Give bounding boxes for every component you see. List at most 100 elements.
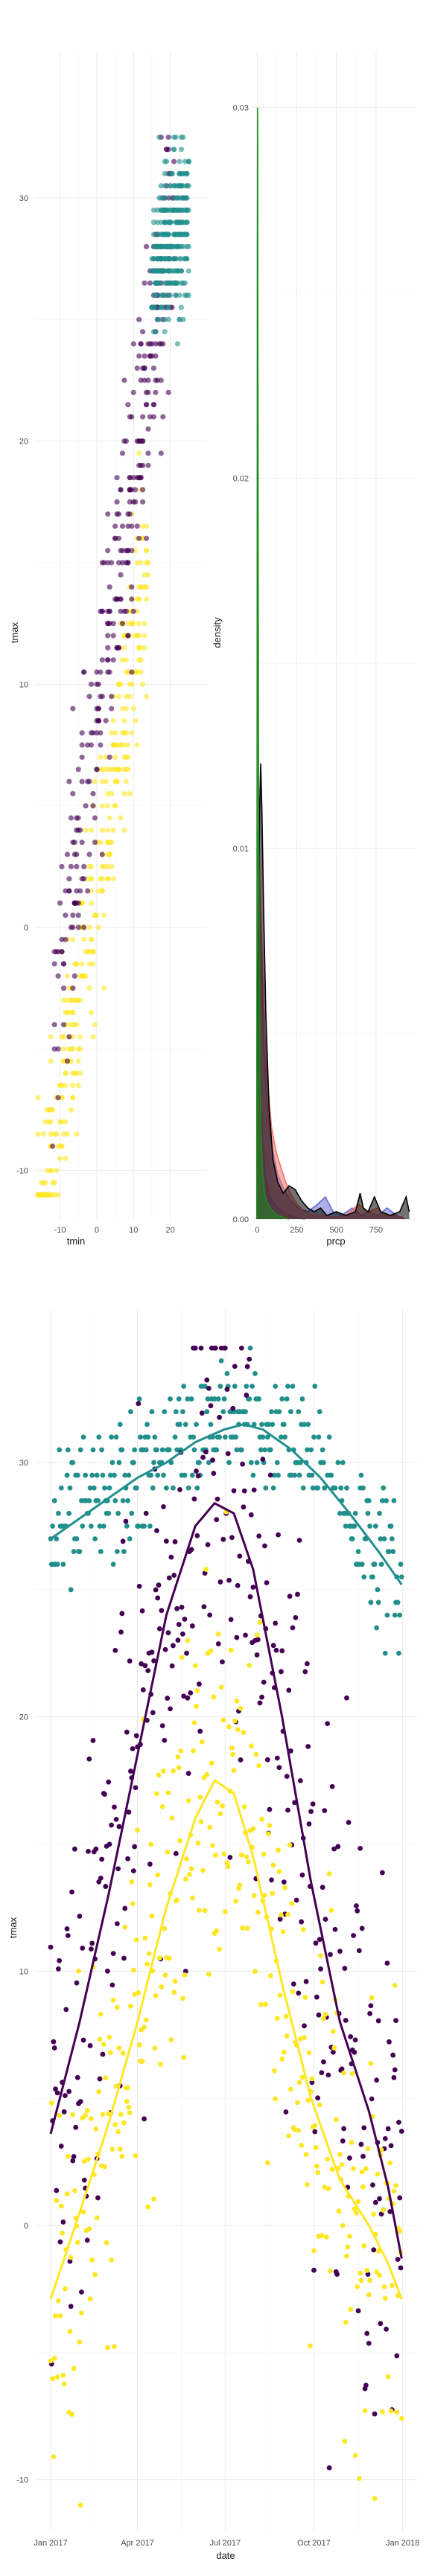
scatter-point: [63, 1156, 68, 1161]
scatter-point: [121, 2051, 126, 2056]
scatter-point: [189, 1547, 194, 1552]
scatter-point: [389, 2409, 394, 2414]
scatter-point: [177, 256, 182, 261]
scatter-point: [121, 767, 127, 772]
scatter-point: [350, 2071, 355, 2077]
scatter-point: [160, 293, 165, 298]
scatter-point: [134, 1733, 139, 1739]
scatter-point: [328, 1473, 334, 1478]
scatter-point: [184, 1651, 189, 1656]
scatter-point: [131, 706, 136, 711]
scatter-point: [360, 1925, 365, 1931]
scatter-point: [61, 1034, 66, 1039]
scatter-point: [122, 1925, 127, 1930]
scatter-point: [129, 1511, 134, 1516]
scatter-point: [232, 1384, 238, 1389]
scatter-point: [188, 1690, 193, 1696]
scatter-point: [121, 828, 127, 833]
scatter-point: [206, 1542, 211, 1547]
x-tick-label: 750: [369, 1226, 383, 1235]
scatter-point: [256, 1396, 261, 1402]
scatter-point: [108, 2050, 113, 2055]
scatter-point: [92, 1022, 98, 1027]
scatter-point: [180, 1996, 185, 2001]
scatter-point: [374, 2077, 379, 2083]
scatter-point: [142, 354, 147, 359]
scatter-point: [173, 208, 178, 213]
scatter-point: [131, 1460, 136, 1466]
scatter-point: [298, 1778, 303, 1783]
scatter-point: [360, 1562, 365, 1567]
scatter-point: [242, 1804, 247, 1809]
scatter-point: [130, 1901, 136, 1906]
scatter-point: [173, 293, 178, 298]
scatter-point: [106, 1780, 111, 1785]
scatter-point: [115, 2005, 120, 2010]
scatter-point: [142, 584, 147, 589]
scatter-point: [89, 1940, 95, 1946]
scatter-point: [65, 1010, 70, 1015]
scatter-point: [384, 1498, 389, 1503]
scatter-point: [77, 1034, 83, 1039]
scatter-point: [209, 1649, 214, 1654]
scatter-point: [177, 171, 182, 176]
scatter-point: [186, 268, 191, 273]
scatter-point: [390, 1536, 395, 1541]
scatter-point: [137, 2042, 142, 2048]
scatter-point: [220, 1537, 226, 1542]
scatter-point: [124, 1730, 130, 1735]
scatter-point: [135, 742, 140, 747]
y-tick-label: 0.03: [233, 104, 249, 113]
scatter-point: [394, 2410, 399, 2415]
scatter-point: [137, 1584, 142, 1589]
scatter-point: [371, 2212, 376, 2217]
scatter-point: [265, 2160, 270, 2165]
scatter-point: [70, 1070, 75, 1076]
scatter-point: [103, 2075, 108, 2080]
scatter-point: [153, 390, 158, 395]
scatter-point: [68, 1486, 73, 1491]
scatter-point: [139, 475, 144, 480]
scatter-point: [89, 1473, 95, 1478]
scatter-point: [162, 1738, 167, 1743]
scatter-point: [70, 937, 75, 942]
scatter-point: [282, 1885, 287, 1891]
scatter-point: [190, 1896, 195, 1901]
scatter-point: [318, 1966, 323, 1972]
scatter-point: [107, 1842, 112, 1847]
scatter-point: [217, 1579, 223, 1585]
scatter-point: [347, 2234, 352, 2239]
scatter-point: [171, 1643, 176, 1649]
scatter-point: [284, 2109, 289, 2115]
scatter-point: [70, 2158, 75, 2164]
scatter-point: [127, 475, 133, 480]
scatter-point: [297, 2080, 302, 2085]
x-tick-label: 10: [129, 1226, 138, 1235]
scatter-point: [124, 694, 129, 699]
scatter-point: [107, 1486, 112, 1491]
scatter-point: [74, 901, 79, 906]
scatter-point: [290, 1989, 296, 1994]
scatter-point: [305, 1744, 311, 1749]
scatter-point: [263, 1486, 268, 1491]
scatter-point: [244, 1854, 249, 1859]
scatter-point: [155, 208, 160, 213]
scatter-point: [352, 1524, 357, 1529]
scatter-point: [269, 1877, 274, 1882]
scatter-point: [116, 645, 121, 651]
scatter-point: [89, 937, 94, 942]
scatter-point: [60, 2373, 66, 2378]
scatter-point: [184, 1856, 189, 1861]
scatter-point: [127, 2110, 133, 2115]
scatter-point: [63, 913, 68, 918]
scatter-point: [256, 1533, 261, 1538]
scatter-point: [86, 1498, 92, 1503]
scatter-point: [98, 742, 103, 747]
scatter-point: [168, 1396, 173, 1402]
scatter-point: [111, 633, 116, 638]
scatter-point: [348, 2307, 353, 2312]
scatter-point: [117, 1824, 122, 1829]
scatter-point: [137, 1396, 142, 1402]
scatter-point: [63, 937, 68, 942]
scatter-point: [183, 1876, 188, 1882]
